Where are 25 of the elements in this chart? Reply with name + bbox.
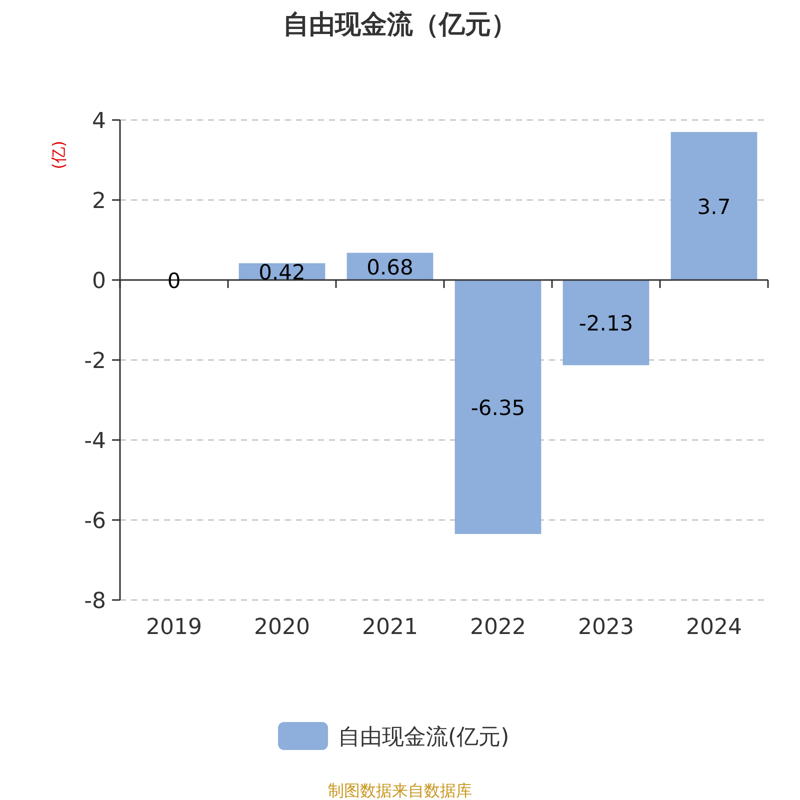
y-axis-title: (亿) xyxy=(49,140,68,170)
legend-label: 自由现金流(亿元) xyxy=(338,725,510,750)
x-tick-label: 2020 xyxy=(254,615,310,640)
y-tick-label: -8 xyxy=(84,589,106,614)
bar xyxy=(454,280,542,534)
x-tick-label: 2024 xyxy=(686,615,742,640)
data-label: -6.35 xyxy=(470,396,526,420)
x-tick-label: 2019 xyxy=(146,615,202,640)
y-tick-label: 2 xyxy=(92,189,106,214)
y-tick-label: -4 xyxy=(84,429,106,454)
y-tick-label: 0 xyxy=(92,269,106,294)
text: 制图数据来自数据库 xyxy=(328,781,472,800)
data-label: 3.7 xyxy=(697,195,731,219)
chart-title: 自由现金流（亿元） xyxy=(283,10,517,40)
bar xyxy=(562,280,650,366)
data-label: 0.42 xyxy=(258,260,306,285)
y-tick-label: -6 xyxy=(84,509,106,534)
data-label: 0.68 xyxy=(366,255,414,280)
x-tick-label: 2022 xyxy=(470,615,526,640)
x-tick-label: 2021 xyxy=(362,615,418,640)
bar xyxy=(670,132,758,280)
y-tick-label: 4 xyxy=(92,109,106,134)
data-label: -2.13 xyxy=(578,312,634,336)
y-tick-label: -2 xyxy=(84,349,106,374)
x-tick-label: 2023 xyxy=(578,615,634,640)
